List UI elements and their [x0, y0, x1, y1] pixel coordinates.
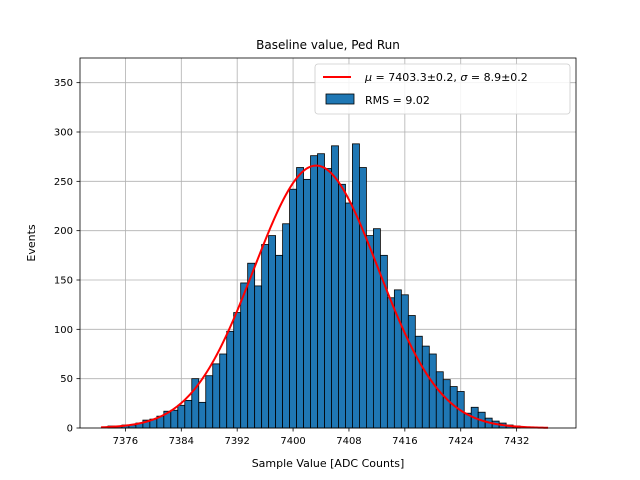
- y-tick-label: 50: [60, 374, 73, 385]
- histogram-bar: [435, 371, 444, 429]
- histogram-bar: [268, 235, 277, 429]
- x-tick-label: 7392: [224, 436, 249, 447]
- histogram-bar: [352, 143, 360, 429]
- chart-title: Baseline value, Ped Run: [256, 38, 400, 52]
- histogram-bar: [212, 363, 221, 429]
- histogram-bar: [240, 282, 249, 429]
- histogram-bar: [233, 312, 242, 429]
- histogram-bar: [386, 297, 395, 429]
- histogram-bar: [261, 244, 270, 429]
- x-tick-label: 7432: [504, 436, 529, 447]
- x-tick-label: 7376: [113, 436, 138, 447]
- histogram-bar: [282, 223, 290, 429]
- histogram-bar: [254, 285, 263, 429]
- y-tick-label: 150: [54, 276, 73, 287]
- histogram-bar: [226, 330, 235, 429]
- x-tick-label: 7424: [448, 436, 473, 447]
- histogram-bar: [177, 404, 186, 429]
- histogram-bar: [345, 202, 353, 429]
- histogram-bar: [407, 315, 416, 429]
- x-axis-label: Sample Value [ADC Counts]: [252, 457, 405, 470]
- y-axis-label: Events: [25, 224, 38, 262]
- x-tick-label: 7416: [392, 436, 417, 447]
- legend-box: [314, 63, 571, 115]
- histogram-bar: [338, 183, 346, 429]
- legend-rms-label: RMS = 9.02: [365, 94, 430, 107]
- y-tick-label: 200: [54, 226, 73, 237]
- x-tick-label: 7408: [336, 436, 361, 447]
- histogram-bar: [310, 155, 318, 429]
- histogram-bar: [400, 294, 409, 429]
- histogram-bar: [414, 335, 423, 429]
- histogram-bar: [296, 167, 304, 429]
- y-tick-label: 0: [67, 424, 73, 435]
- plot-frame: [79, 57, 577, 429]
- legend-fit-label: μ = 7403.3±0.2, σ = 8.9±0.2: [364, 71, 528, 84]
- histogram-bar: [275, 254, 283, 429]
- histogram-bar: [289, 188, 297, 429]
- histogram-bar: [421, 345, 430, 429]
- y-tick-label: 250: [54, 177, 73, 188]
- histogram-bar: [205, 375, 214, 429]
- histogram-bar: [428, 353, 437, 429]
- x-tick-label: 7384: [169, 436, 194, 447]
- y-tick-label: 300: [54, 128, 73, 139]
- histogram-bar: [198, 401, 207, 429]
- histogram-bar: [324, 168, 332, 429]
- axis-ticks: 7376 7384 7392 7400 7408 7416 7424 7432 0 50 100 15…: [54, 78, 529, 447]
- histogram-bar: [331, 145, 339, 429]
- histogram-bar: [317, 153, 325, 429]
- histogram-bar: [303, 178, 311, 429]
- histogram-bar: [442, 379, 451, 429]
- histogram-bar: [247, 262, 256, 429]
- histogram-bar: [359, 167, 367, 429]
- x-tick-label: 7400: [280, 436, 305, 447]
- histogram-bar: [184, 399, 193, 429]
- histogram-bar: [366, 235, 374, 429]
- histogram-bar: [170, 409, 179, 429]
- y-tick-label: 350: [54, 78, 73, 89]
- legend-bar-swatch: [325, 93, 355, 105]
- gaussian-fit-curve: [100, 164, 549, 429]
- y-tick-label: 100: [54, 325, 73, 336]
- histogram-bars: [107, 143, 521, 429]
- histogram-bar: [219, 353, 228, 429]
- legend: μ = 7403.3±0.2, σ = 8.9±0.2 RMS = 9.02: [314, 63, 571, 115]
